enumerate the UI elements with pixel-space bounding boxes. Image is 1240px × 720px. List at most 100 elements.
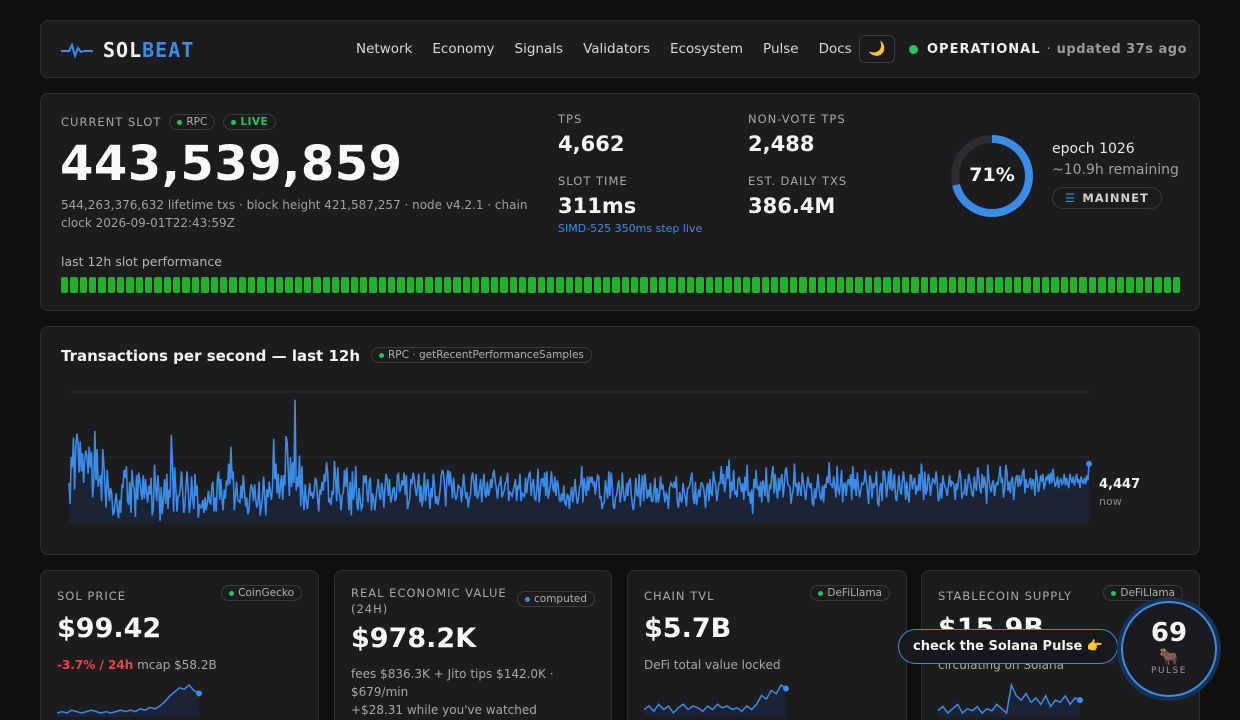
- slot-performance-bar: [584, 277, 592, 293]
- current-slot-card: CURRENT SLOT RPC LIVE 443,539,859 544,26…: [40, 93, 1200, 311]
- slot-performance-bar: [89, 277, 97, 293]
- source-dot-icon: [229, 590, 235, 596]
- source-badge: DeFiLlama: [1103, 585, 1183, 601]
- card-label: STABLECOIN SUPPLY: [938, 589, 1073, 603]
- slot-performance-bar: [201, 277, 209, 293]
- slot-performance-bar: [1042, 277, 1050, 293]
- slot-performance-bar: [444, 277, 452, 293]
- slot-performance-bar: [743, 277, 751, 293]
- slot-performance-bar: [1098, 277, 1106, 293]
- slot-performance-bar: [593, 277, 601, 293]
- slot-performance-bar: [70, 277, 78, 293]
- nav-ecosystem[interactable]: Ecosystem: [670, 41, 744, 57]
- bull-icon: 🐂: [1159, 647, 1179, 666]
- stat-non-vote-tps: NON-VOTE TPS 2,488: [748, 112, 846, 156]
- slot-performance-bar: [1135, 277, 1143, 293]
- slot-performance-bar: [995, 277, 1003, 293]
- theme-toggle-button[interactable]: 🌙: [859, 35, 895, 63]
- chart-source-badge: RPC · getRecentPerformanceSamples: [371, 347, 592, 363]
- slot-performance-bar: [331, 277, 340, 293]
- card-label: SOL PRICE: [57, 589, 127, 603]
- tps-chart: [68, 391, 1092, 523]
- nav-validators[interactable]: Validators: [583, 41, 651, 57]
- current-tps-label: now: [1099, 495, 1122, 508]
- stat-value: 4,662: [558, 132, 625, 156]
- slot-performance-bar: [724, 277, 732, 293]
- card-label: REAL ECONOMIC VALUE (24H): [351, 586, 507, 616]
- slot-performance-bar: [612, 277, 620, 293]
- slot-performance-bar: [845, 277, 854, 293]
- tps-latest-point: [1086, 460, 1092, 467]
- nav-signals[interactable]: Signals: [514, 41, 564, 57]
- sparkline-latest-point: [783, 685, 789, 692]
- slot-performance-bar: [453, 277, 461, 293]
- source-dot-icon: [1111, 590, 1117, 596]
- slot-performance-bar: [247, 277, 256, 293]
- source-badge-text: CoinGecko: [238, 587, 294, 599]
- slot-performance-label: last 12h slot performance: [61, 254, 222, 269]
- slot-performance-bar: [677, 277, 686, 293]
- slot-performance-bar: [649, 277, 657, 293]
- sparkline-line: [57, 683, 200, 714]
- tvl-sub: DeFi total value locked: [644, 658, 781, 672]
- status-dot-icon: [909, 45, 918, 54]
- slot-performance-bar: [836, 277, 844, 293]
- epoch-number: epoch 1026: [1052, 141, 1135, 157]
- source-badge: CoinGecko: [221, 585, 302, 601]
- slot-performance-bar: [1088, 277, 1097, 293]
- slot-performance-bar: [799, 277, 807, 293]
- slot-performance-bar: [229, 277, 237, 293]
- slot-performance-bar: [303, 277, 312, 293]
- logo[interactable]: SOLBEAT: [61, 38, 194, 62]
- sol-price-value: $99.42: [57, 613, 162, 644]
- pulse-toast-button[interactable]: check the Solana Pulse 👉: [898, 629, 1119, 664]
- slot-performance-bar: [275, 277, 284, 293]
- rpc-dot-icon: [177, 119, 183, 125]
- status-label: OPERATIONAL: [927, 42, 1041, 57]
- nav-network[interactable]: Network: [356, 41, 413, 57]
- slot-performance-bar: [350, 277, 358, 293]
- top-navbar: SOLBEAT Network Economy Signals Validato…: [40, 20, 1200, 78]
- live-dot-icon: [231, 119, 237, 125]
- slot-performance-bar: [294, 277, 302, 293]
- slot-performance-bar: [1144, 277, 1153, 293]
- slot-performance-bar: [1051, 277, 1059, 293]
- chart-source-text: RPC · getRecentPerformanceSamples: [388, 349, 584, 361]
- slot-performance-bar: [481, 277, 489, 293]
- slot-performance-bar: [574, 277, 583, 293]
- slot-performance-bar: [528, 277, 536, 293]
- slot-performance-bar: [425, 277, 433, 293]
- stat-value: 386.4M: [748, 194, 836, 218]
- source-badge-text: computed: [534, 593, 587, 605]
- rev-breakdown: fees $836.3K + Jito tips $142.0K · $679/…: [351, 667, 554, 699]
- logo-text-sol: SOL: [103, 38, 143, 62]
- nav-pulse[interactable]: Pulse: [763, 41, 799, 57]
- slot-performance-bar: [341, 277, 349, 293]
- pulse-score-widget[interactable]: 69 🐂 PULSE: [1121, 601, 1217, 697]
- simd-note-link[interactable]: SIMD-525 350ms step live: [558, 222, 703, 235]
- nav-economy[interactable]: Economy: [432, 41, 495, 57]
- slot-performance-bar: [238, 277, 246, 293]
- nav-docs[interactable]: Docs: [818, 41, 852, 57]
- menu-icon: ☰: [1065, 191, 1077, 205]
- source-badge: DeFiLlama: [810, 585, 890, 601]
- epoch-progress-text: 71%: [969, 164, 1015, 186]
- network-badge[interactable]: ☰ MAINNET: [1052, 187, 1162, 209]
- slot-performance-bar: [939, 277, 947, 293]
- stablecoin-sparkline: [938, 682, 1083, 717]
- slot-performance-bar: [771, 277, 779, 293]
- slot-performance-bar: [958, 277, 966, 293]
- slot-performance-bar: [462, 277, 471, 293]
- stat-label: NON-VOTE TPS: [748, 112, 846, 126]
- slot-performance-bar: [416, 277, 424, 293]
- slot-performance-bar: [182, 277, 190, 293]
- slot-performance-bar: [780, 277, 788, 293]
- slot-performance-bar: [135, 277, 144, 293]
- slot-performance-bar: [696, 277, 704, 293]
- real-economic-value-card: REAL ECONOMIC VALUE (24H) computed $978.…: [334, 570, 612, 720]
- market-cap: mcap $58.2B: [137, 658, 217, 672]
- slot-performance-bar: [145, 277, 153, 293]
- slot-performance-bar: [360, 277, 368, 293]
- epoch-remaining: ~10.9h remaining: [1052, 162, 1179, 178]
- slot-performance-bar: [873, 277, 882, 293]
